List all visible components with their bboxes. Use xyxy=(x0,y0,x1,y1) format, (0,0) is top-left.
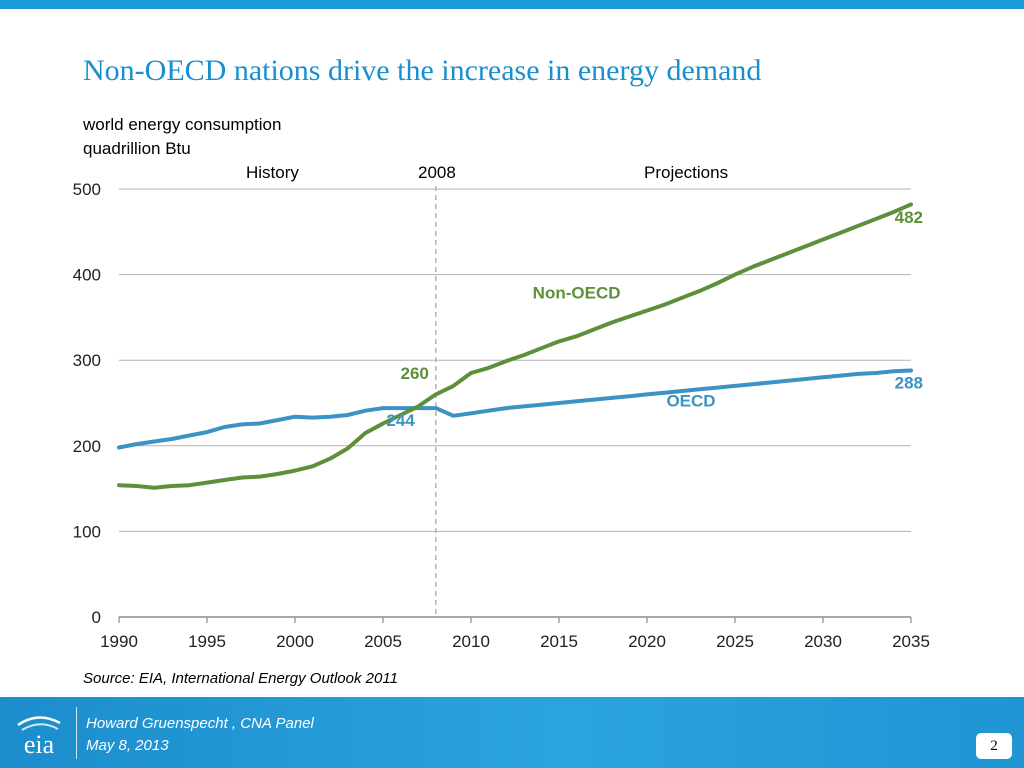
presentation-date: May 8, 2013 xyxy=(86,737,169,754)
y-tick-label: 400 xyxy=(73,266,101,285)
x-tick-label: 2030 xyxy=(804,632,842,651)
chart-subtitle: world energy consumption xyxy=(83,115,282,134)
y-tick-label: 0 xyxy=(92,608,101,627)
eia-logo-icon: eia xyxy=(17,716,61,759)
history-label: History xyxy=(246,163,299,182)
x-tick-label: 2025 xyxy=(716,632,754,651)
divider-year-label: 2008 xyxy=(418,163,456,182)
y-tick-label: 300 xyxy=(73,351,101,370)
x-tick-label: 2005 xyxy=(364,632,402,651)
data-label: 260 xyxy=(400,364,428,383)
x-tick-label: 1990 xyxy=(100,632,138,651)
source-note: Source: EIA, International Energy Outloo… xyxy=(83,670,398,687)
x-tick-label: 1995 xyxy=(188,632,226,651)
energy-consumption-chart: 0 100 200 300 400 500 1990 1995 2000 2005 2010 2015… xyxy=(73,180,930,651)
data-label: OECD xyxy=(666,391,715,410)
slide-title: Non-OECD nations drive the increase in e… xyxy=(83,54,762,87)
top-accent-bar xyxy=(0,0,1024,9)
x-tick-label: 2000 xyxy=(276,632,314,651)
page-number: 2 xyxy=(976,733,1012,759)
y-tick-label: 200 xyxy=(73,437,101,456)
footer-divider xyxy=(76,707,77,759)
data-label: 288 xyxy=(895,373,923,392)
x-tick-label: 2020 xyxy=(628,632,666,651)
presenter-label: Howard Gruenspecht , CNA Panel xyxy=(86,715,314,732)
x-tick-label: 2035 xyxy=(892,632,930,651)
data-label: 244 xyxy=(386,411,415,430)
y-tick-label: 500 xyxy=(73,180,101,199)
series-line-non-oecd xyxy=(117,202,913,490)
y-tick-label: 100 xyxy=(73,522,101,541)
data-label: Non-OECD xyxy=(533,284,621,303)
series-line-oecd xyxy=(117,368,913,450)
chart-unit-label: quadrillion Btu xyxy=(83,139,191,158)
logo-wordmark: eia xyxy=(24,730,55,759)
x-tick-label: 2015 xyxy=(540,632,578,651)
data-label: 482 xyxy=(895,208,923,227)
footer-bar: eia Howard Gruenspecht , CNA Panel May 8… xyxy=(0,697,1024,768)
x-tick-label: 2010 xyxy=(452,632,490,651)
projections-label: Projections xyxy=(644,163,729,182)
